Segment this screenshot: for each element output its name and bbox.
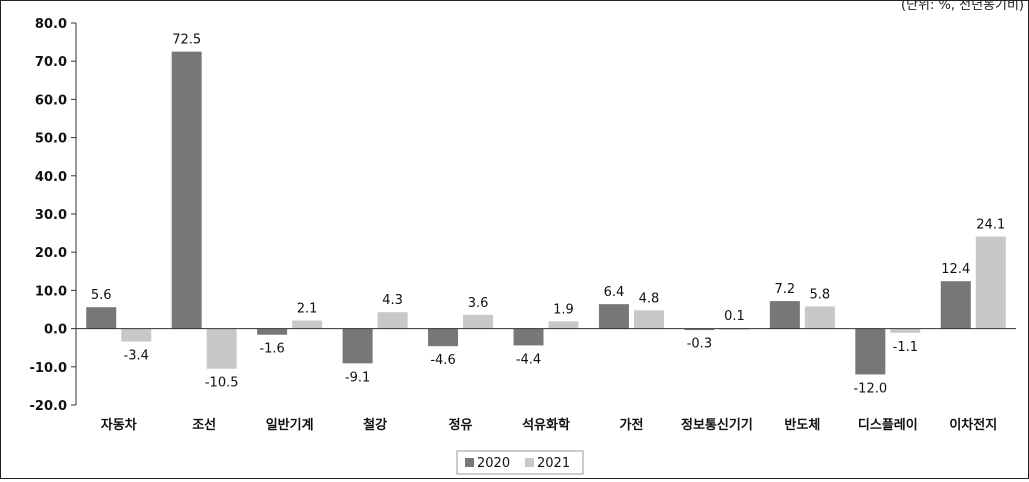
y-tick-label: 80.0	[35, 17, 67, 32]
y-tick-label: 0.0	[44, 323, 67, 338]
bar-2020	[342, 328, 373, 364]
y-tick-label: 60.0	[35, 93, 67, 108]
data-label: -12.0	[853, 381, 887, 396]
y-tick-label: 50.0	[35, 132, 67, 147]
data-label: 24.1	[976, 218, 1005, 233]
y-axis: 80.0 70.0 60.0 50.0 40.0 30.0 20.0 10.0 0.0 -10.0…	[30, 17, 77, 414]
y-tick-label: -10.0	[30, 361, 67, 376]
bar-2021	[804, 306, 835, 329]
x-category-label: 일반기계	[266, 417, 314, 433]
legend-label-2020: 2020	[477, 456, 510, 471]
y-tick-label: 30.0	[35, 208, 67, 223]
data-label: -1.6	[259, 342, 284, 357]
y-tick-label: 20.0	[35, 246, 67, 261]
data-label: -4.4	[516, 352, 541, 367]
y-tick-label: 70.0	[35, 55, 67, 70]
bar-2021	[548, 321, 579, 329]
data-label: -0.3	[687, 337, 712, 352]
data-label: 7.2	[775, 282, 796, 297]
x-category-label: 반도체	[784, 417, 820, 433]
bar-2020	[684, 328, 715, 331]
data-label: 5.6	[91, 288, 112, 303]
data-labels-group: 5.6 -3.4 72.5 -10.5 -1.6 2.1 -9.1 4.3 -4.6 3.6 -4.…	[91, 33, 1005, 397]
bar-2021	[633, 310, 664, 329]
bar-2020	[428, 328, 459, 347]
bar-2020	[598, 304, 629, 329]
x-category-label: 디스플레이	[858, 417, 918, 433]
x-category-label: 정보통신기기	[681, 417, 753, 433]
bar-2021	[206, 328, 237, 369]
data-label: 3.6	[468, 296, 489, 311]
data-label: -9.1	[345, 370, 370, 385]
bar-2020	[171, 51, 202, 329]
bar-2021	[377, 312, 408, 329]
data-label: 2.1	[297, 302, 318, 317]
data-label: -1.1	[893, 340, 918, 355]
bar-2020	[257, 328, 288, 335]
bars-group	[86, 51, 1006, 375]
data-label: -4.6	[430, 353, 455, 368]
legend: 2020 2021	[456, 450, 584, 475]
bar-2021	[292, 320, 323, 329]
x-category-label: 조선	[192, 417, 216, 433]
data-label: 5.8	[810, 287, 831, 302]
bar-2021	[121, 328, 152, 342]
bar-2021	[890, 328, 921, 333]
legend-label-2021: 2021	[537, 456, 570, 471]
data-label: 72.5	[172, 33, 201, 48]
legend-swatch-2021	[525, 458, 534, 467]
x-category-label: 가전	[619, 417, 643, 433]
data-label: 4.3	[382, 293, 403, 308]
bar-2020	[769, 301, 800, 329]
x-category-label: 석유화학	[522, 417, 570, 433]
bar-2020	[86, 307, 117, 329]
y-tick-label: 40.0	[35, 170, 67, 185]
data-label: -10.5	[205, 376, 239, 391]
x-category-label: 이차전지	[949, 417, 997, 433]
bar-2021	[463, 314, 494, 329]
x-axis: 자동차 조선 일반기계 철강 정유 석유화학 가전 정보통신기기 반도체 디스플레이 이차전지	[76, 328, 1016, 433]
legend-box	[456, 450, 584, 475]
bar-2020	[855, 328, 886, 375]
data-label: 1.9	[553, 302, 574, 317]
data-label: 0.1	[724, 309, 745, 324]
data-label: 12.4	[941, 262, 970, 277]
bar-2020	[940, 281, 971, 329]
y-tick-label: 10.0	[35, 284, 67, 299]
legend-swatch-2020	[465, 458, 474, 467]
x-category-label: 철강	[363, 417, 387, 433]
data-label: -3.4	[124, 349, 149, 364]
data-label: 4.8	[639, 291, 660, 306]
data-label: 6.4	[604, 285, 625, 300]
y-tick-label: -20.0	[30, 399, 67, 414]
x-category-label: 자동차	[101, 417, 137, 433]
x-category-label: 정유	[449, 417, 473, 433]
bar-2021	[975, 236, 1006, 329]
unit-note: (단위: %, 전년동기비)	[901, 0, 1024, 13]
bar-2020	[513, 328, 544, 346]
